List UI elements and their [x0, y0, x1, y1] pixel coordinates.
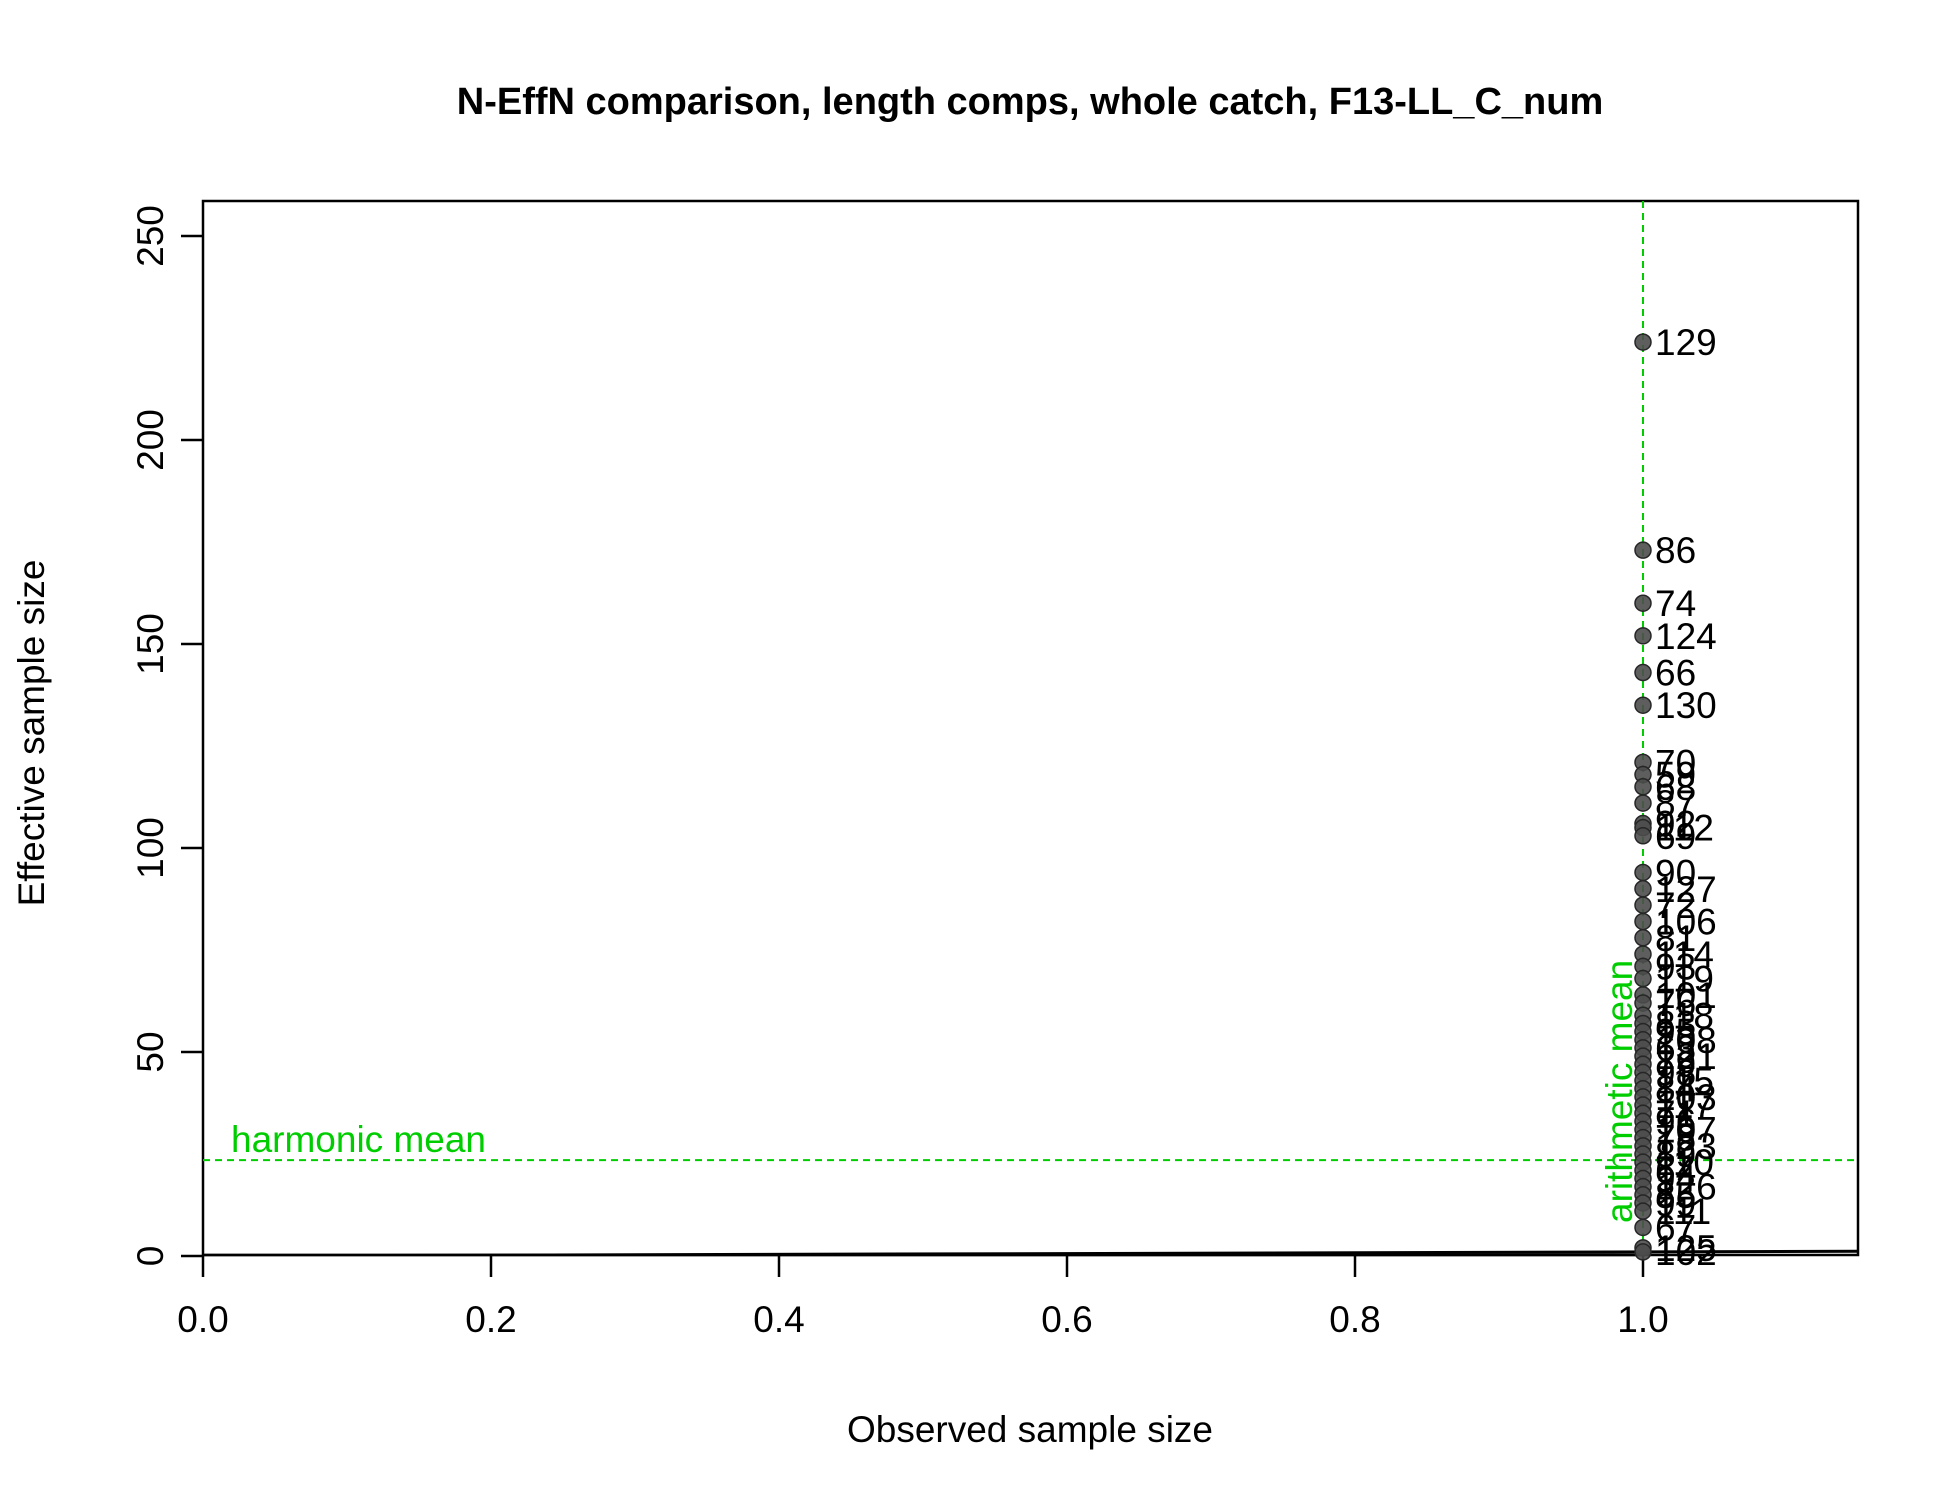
y-tick-label: 0 — [130, 1246, 171, 1267]
data-point-label: 96 — [1655, 1101, 1696, 1142]
data-point-label: 68 — [1655, 767, 1696, 808]
data-point — [1634, 827, 1652, 845]
data-point-label: 103 — [1655, 1077, 1717, 1118]
data-point-label: 106 — [1655, 901, 1717, 942]
data-point — [1634, 627, 1652, 645]
data-point-label: 90 — [1655, 852, 1696, 893]
data-point — [1634, 541, 1652, 559]
data-point-label: 121 — [1655, 1036, 1717, 1077]
x-tick-label: 0.0 — [177, 1299, 228, 1340]
axes: 0.0 0.2 0.4 0.6 0.8 1.0 0 50 100 150 200 250 — [130, 205, 1669, 1340]
data-point-label: 69 — [1655, 816, 1696, 857]
data-point-label: 85 — [1655, 1175, 1696, 1216]
data-point-label: 76 — [1655, 983, 1696, 1024]
chart-title: N-EffN comparison, length comps, whole c… — [457, 81, 1603, 123]
data-point — [1634, 663, 1652, 682]
data-point-label: 123 — [1655, 1126, 1717, 1167]
data-point-label: 67 — [1655, 1207, 1696, 1248]
x-tick-label: 0.4 — [753, 1299, 804, 1340]
data-point — [1634, 333, 1652, 351]
data-point-label: 114 — [1655, 934, 1714, 975]
data-point-label: 102 — [1655, 1232, 1717, 1273]
data-point-label: 125 — [1655, 1228, 1717, 1269]
data-point-label: 119 — [1655, 959, 1714, 1000]
data-point — [1634, 1243, 1652, 1261]
data-point-label: 83 — [1655, 1003, 1696, 1044]
x-tick-label: 0.2 — [465, 1299, 516, 1340]
x-tick-label: 1.0 — [1617, 1299, 1668, 1340]
data-point-label: 107 — [1655, 1110, 1717, 1151]
data-point-label: 127 — [1655, 869, 1717, 910]
data-point-label: 108 — [1655, 1020, 1717, 1061]
data-point — [1634, 794, 1652, 812]
arithmetic-mean-label: arithmetic mean — [1599, 960, 1640, 1223]
data-point-label: 71 — [1655, 1093, 1696, 1134]
data-point-label: 74 — [1655, 583, 1696, 624]
data-point-label: 70 — [1655, 742, 1696, 783]
data-point — [1634, 880, 1652, 898]
data-point-label: 86 — [1655, 530, 1696, 571]
x-tick-label: 0.6 — [1041, 1299, 1092, 1340]
y-tick-label: 150 — [130, 613, 171, 675]
data-point — [1634, 929, 1652, 947]
one-to-one-line — [203, 1249, 1858, 1255]
data-point — [1634, 696, 1652, 714]
data-point-label: 93 — [1655, 946, 1696, 987]
harmonic-mean-label: harmonic mean — [231, 1119, 486, 1160]
data-point-label: 66 — [1655, 653, 1696, 694]
data-point-label: 130 — [1655, 685, 1717, 726]
data-point — [1634, 778, 1652, 796]
data-point-label: 63 — [1655, 1028, 1696, 1069]
data-point — [1634, 1218, 1652, 1237]
x-axis-label: Observed sample size — [847, 1409, 1213, 1450]
data-point-label: 124 — [1655, 616, 1717, 657]
data-point — [1634, 594, 1652, 612]
data-point-label: 112 — [1655, 808, 1714, 849]
data-point-label: 101 — [1655, 975, 1717, 1016]
data-point-label: 99 — [1655, 1183, 1696, 1224]
y-axis-label: Effective sample size — [11, 560, 52, 907]
data-point-label: 118 — [1655, 995, 1714, 1036]
data-point — [1634, 863, 1652, 882]
data-point-label: 59 — [1655, 755, 1696, 796]
y-tick-label: 100 — [130, 817, 171, 879]
data-point — [1634, 912, 1652, 931]
data-point-label: 110 — [1655, 1142, 1714, 1183]
data-point-label: 78 — [1655, 1118, 1696, 1159]
data-points — [1634, 333, 1652, 1261]
data-point-label: 79 — [1655, 1044, 1696, 1085]
data-point-label: 94 — [1655, 1158, 1696, 1199]
data-point-label: 111 — [1655, 1191, 1711, 1232]
y-tick-label: 200 — [130, 409, 171, 471]
y-tick-label: 50 — [130, 1031, 171, 1072]
data-point-label: 89 — [1655, 1134, 1696, 1175]
data-point-label: 95 — [1655, 1012, 1696, 1053]
data-point-label: 98 — [1655, 1052, 1696, 1093]
x-tick-label: 0.8 — [1329, 1299, 1380, 1340]
data-point-label: 129 — [1655, 322, 1717, 363]
data-point-label: 87 — [1655, 783, 1696, 824]
data-point-label: 84 — [1655, 1069, 1696, 1110]
data-point-label: 92 — [1655, 804, 1696, 845]
data-point-label: 64 — [1655, 1150, 1696, 1191]
y-tick-label: 250 — [130, 205, 171, 267]
data-point-label: 126 — [1655, 1167, 1717, 1208]
data-point-label: 115 — [1655, 1061, 1714, 1102]
data-point — [1634, 896, 1652, 914]
data-point-label: 72 — [1655, 885, 1696, 926]
data-point-label: 81 — [1655, 918, 1696, 959]
data-point-label: 117 — [1655, 1085, 1714, 1126]
